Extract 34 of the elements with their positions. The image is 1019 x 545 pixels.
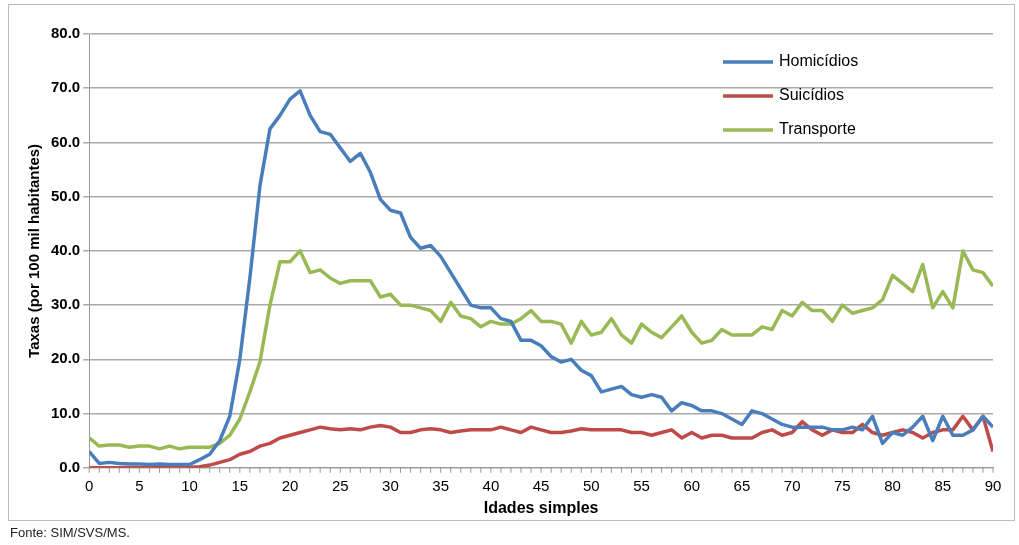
- y-axis-title: Taxas (por 100 mil habitantes): [25, 143, 43, 358]
- y-tick-label: 0.0: [59, 457, 81, 475]
- y-tick-label: 10.0: [50, 403, 81, 421]
- x-tick-label: 50: [582, 476, 600, 494]
- legend-label: Transporte: [779, 120, 856, 138]
- x-axis-title: Idades simples: [483, 498, 599, 516]
- y-tick-label: 80.0: [50, 24, 81, 42]
- y-tick-label: 30.0: [50, 295, 81, 313]
- x-tick-label: 70: [783, 476, 801, 494]
- x-tick-label: 35: [432, 476, 450, 494]
- x-tick-label: 90: [984, 476, 1002, 494]
- x-tick-label: 25: [331, 476, 349, 494]
- x-tick-label: 0: [85, 476, 94, 494]
- y-tick-label: 70.0: [50, 78, 81, 96]
- x-tick-label: 20: [281, 476, 299, 494]
- y-tick-label: 40.0: [50, 241, 81, 259]
- y-tick-label: 60.0: [50, 132, 81, 150]
- legend-label: Suicídios: [779, 86, 844, 104]
- x-tick-label: 85: [934, 476, 952, 494]
- x-tick-label: 15: [231, 476, 249, 494]
- y-tick-label: 50.0: [50, 186, 81, 204]
- x-tick-label: 5: [135, 476, 144, 494]
- y-tick-label: 20.0: [50, 349, 81, 367]
- x-tick-label: 55: [633, 476, 650, 494]
- x-tick-label: 75: [834, 476, 851, 494]
- x-tick-label: 10: [181, 476, 198, 494]
- x-tick-label: 80: [884, 476, 901, 494]
- source-note: Fonte: SIM/SVS/MS.: [10, 525, 130, 540]
- x-tick-label: 30: [382, 476, 399, 494]
- x-tick-label: 45: [532, 476, 550, 494]
- x-tick-label: 65: [733, 476, 751, 494]
- x-tick-label: 60: [683, 476, 701, 494]
- x-tick-label: 40: [482, 476, 500, 494]
- legend-label: Homicídios: [779, 52, 859, 70]
